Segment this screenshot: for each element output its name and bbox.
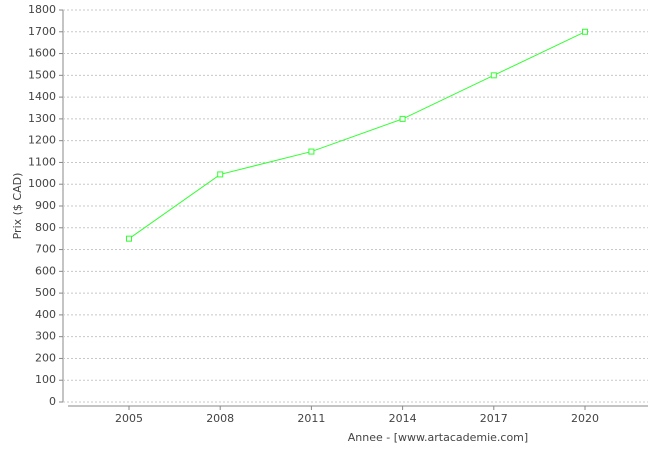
point [582,28,588,35]
y-tick-label: 900 [35,199,56,212]
x-tick-label: 2014 [389,412,417,425]
point [308,148,315,155]
point [490,72,497,79]
y-tick-label: 300 [35,330,56,343]
y-tick-label: 1800 [28,3,56,16]
y-tick-label: 0 [49,395,56,408]
y-tick-label: 1200 [28,134,56,147]
y-tick-label: 700 [35,243,56,256]
x-tick-label: 2005 [115,412,143,425]
x-axis-label: Annee - [www.artacademie.com] [348,431,528,444]
y-tick-label: 1000 [28,177,56,190]
x-tick-label: 2017 [480,412,508,425]
line [128,31,586,240]
y-tick-label: 100 [35,373,56,386]
x-tick-label: 2011 [297,412,325,425]
y-axis-label: Prix ($ CAD) [11,173,24,240]
point [399,115,406,122]
y-tick-label: 400 [35,308,56,321]
y-tick-label: 1500 [28,68,56,81]
y-tick-label: 1300 [28,112,56,125]
y-tick-label: 1700 [28,25,56,38]
y-tick-label: 1100 [28,155,56,168]
y-tick-label: 800 [35,221,56,234]
y-tick-label: 1600 [28,47,56,60]
point [217,171,224,178]
y-tick-label: 500 [35,286,56,299]
y-tick-label: 200 [35,351,56,364]
point [126,235,132,242]
x-tick-label: 2008 [206,412,234,425]
y-tick-label: 1400 [28,90,56,103]
x-tick-label: 2020 [571,412,599,425]
y-tick-label: 600 [35,264,56,277]
